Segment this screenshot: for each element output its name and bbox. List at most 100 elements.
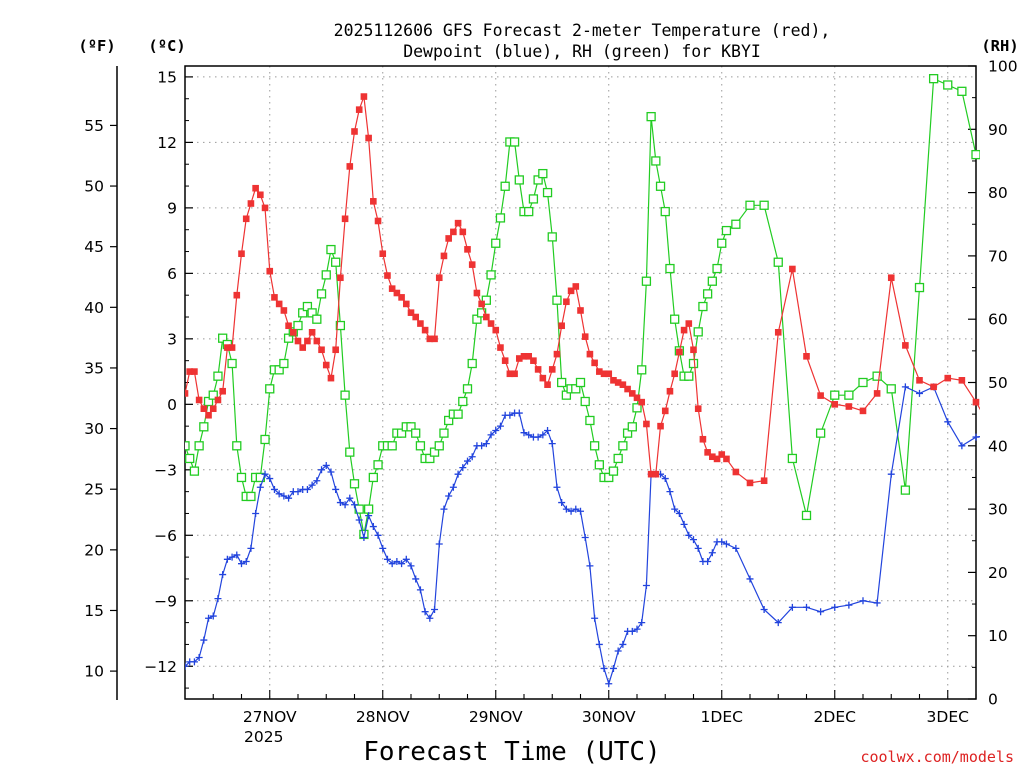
- temperature-point: [803, 353, 810, 360]
- dewpoint-point: [553, 483, 561, 491]
- temperature-point: [497, 344, 504, 351]
- temperature-point: [322, 361, 330, 369]
- dewpoint-point: [185, 662, 189, 670]
- dewpoint-point: [388, 560, 396, 568]
- rh-point: [528, 194, 539, 204]
- rh-point: [632, 403, 642, 413]
- dewpoint-point: [435, 540, 443, 548]
- rh-point: [495, 213, 506, 223]
- dewpoint-point: [958, 442, 966, 450]
- rh-point: [265, 384, 275, 394]
- rh-point: [608, 466, 619, 476]
- temperature-point: [337, 274, 344, 282]
- rh-point: [665, 263, 675, 274]
- fahrenheit-tick-label: 25: [84, 481, 104, 499]
- rh-point: [453, 409, 463, 419]
- celsius-tick-label: 15: [157, 68, 177, 86]
- temperature-point: [567, 287, 575, 295]
- celsius-tick-label: −9: [154, 592, 177, 610]
- rh-point: [759, 200, 769, 210]
- temperature-point: [591, 359, 598, 367]
- dewpoint-point: [633, 625, 641, 633]
- rh-unit-label: (RH): [981, 37, 1018, 55]
- temperature-point: [647, 470, 655, 478]
- dewpoint-point: [313, 477, 321, 485]
- rh-point: [345, 447, 355, 457]
- rh-tick-label: 70: [988, 247, 1008, 265]
- chart-title-line1: 2025112606 GFS Forecast 2-meter Temperat…: [334, 21, 831, 40]
- celsius-tick-label: −12: [144, 658, 177, 676]
- rh-point: [655, 181, 666, 191]
- temperature-point: [845, 403, 853, 410]
- temperature-point: [501, 357, 509, 364]
- dewpoint-point: [496, 422, 504, 430]
- dewpoint-point: [247, 544, 255, 552]
- temperature-point: [459, 228, 467, 236]
- rh-point: [316, 289, 327, 299]
- temperature-point: [299, 344, 307, 351]
- temperature-point: [454, 219, 462, 227]
- rh-point: [415, 441, 426, 451]
- temperature-point: [944, 374, 952, 382]
- temperature-point: [402, 300, 410, 308]
- temperature-point: [624, 385, 631, 393]
- temperature-point: [384, 272, 391, 279]
- rh-point: [500, 181, 510, 191]
- dewpoint-point: [308, 481, 316, 489]
- dewpoint-point: [200, 636, 208, 644]
- temperature-point: [186, 368, 194, 375]
- rh-point: [604, 472, 614, 483]
- rh-point: [462, 384, 473, 394]
- dewpoint-point: [609, 664, 617, 672]
- time-tick-sublabel: 2025: [244, 728, 283, 746]
- rh-point: [439, 428, 449, 438]
- rh-tick-label: 100: [988, 58, 1018, 76]
- dewpoint-point: [454, 470, 462, 478]
- rh-point: [236, 472, 247, 483]
- rh-tick-label: 0: [988, 691, 998, 709]
- rh-point: [651, 156, 661, 166]
- rh-point: [326, 244, 336, 255]
- temperature-point: [247, 200, 255, 207]
- rh-point: [476, 308, 487, 318]
- temperature-point: [426, 335, 434, 343]
- temperature-point: [718, 451, 726, 458]
- rh-point: [514, 175, 524, 185]
- dewpoint-point: [605, 680, 613, 688]
- dewpoint-point: [205, 614, 213, 622]
- dewpoint-point: [190, 658, 198, 666]
- temperature-point: [680, 326, 688, 334]
- temperature-point: [219, 387, 226, 395]
- temperature-point: [346, 163, 354, 170]
- fahrenheit-tick-label: 50: [84, 178, 104, 196]
- dewpoint-point: [916, 389, 923, 397]
- fahrenheit-tick-label: 10: [84, 663, 104, 681]
- temperature-point: [987, 423, 994, 430]
- temperature-point: [563, 298, 570, 306]
- celsius-tick-label: 6: [167, 265, 177, 283]
- temperature-point: [666, 387, 674, 395]
- rh-point: [886, 384, 896, 394]
- rh-point: [557, 377, 567, 388]
- rh-point: [354, 504, 364, 514]
- temperature-point: [916, 377, 923, 384]
- rh-point: [575, 377, 586, 388]
- rh-point: [547, 232, 557, 242]
- temperature-point: [709, 453, 716, 461]
- temperature-point: [224, 344, 231, 351]
- rh-point: [971, 149, 980, 160]
- temperature-point: [318, 346, 325, 354]
- time-tick-label: 29NOV: [469, 708, 523, 726]
- temperature-point: [577, 307, 584, 314]
- fahrenheit-tick-label: 55: [84, 117, 104, 135]
- dewpoint-point: [520, 429, 528, 437]
- rh-point: [368, 472, 378, 483]
- temperature-point: [185, 390, 189, 397]
- dewpoint-point: [341, 501, 349, 509]
- rh-point: [458, 396, 468, 407]
- dewpoint-point: [261, 470, 269, 478]
- time-tick-label: 28NOV: [356, 708, 410, 726]
- rh-point: [349, 479, 360, 489]
- dewpoint-point: [379, 544, 387, 552]
- rh-point: [693, 327, 703, 337]
